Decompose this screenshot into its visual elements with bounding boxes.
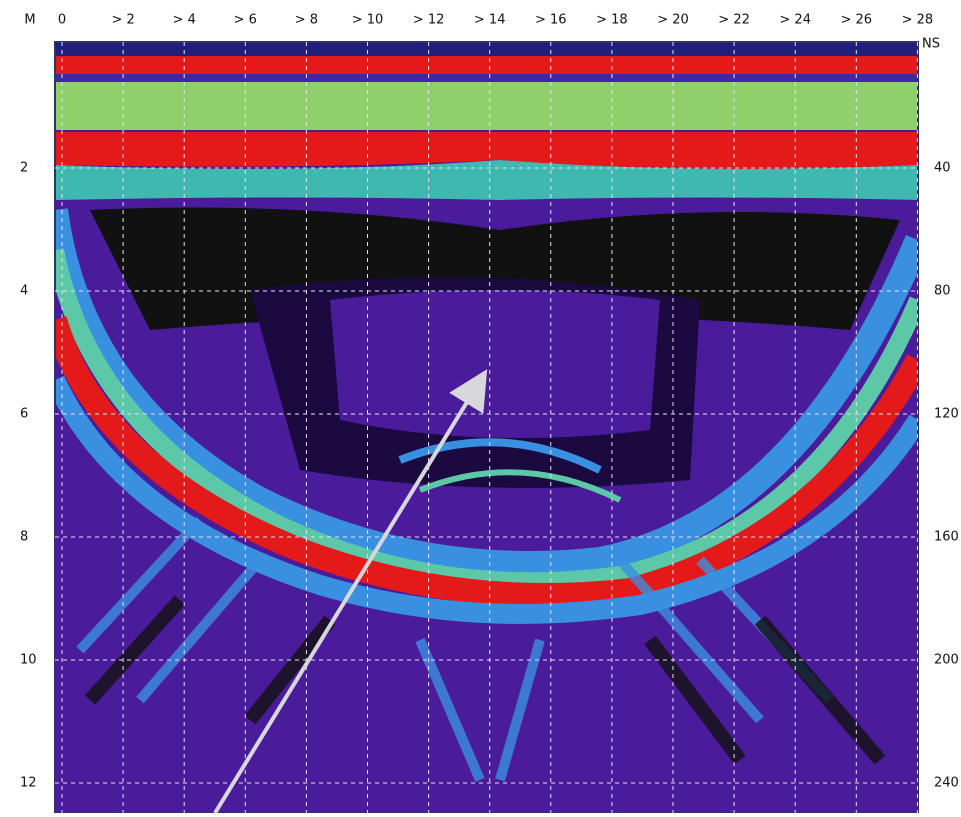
right-axis-label: 200 bbox=[934, 653, 959, 668]
top-axis-label: > 26 bbox=[841, 13, 873, 28]
left-axis-label: 6 bbox=[20, 407, 28, 422]
top-axis-label: > 14 bbox=[474, 13, 506, 28]
right-axis-label: 120 bbox=[934, 407, 959, 422]
right-axis-label: 40 bbox=[934, 161, 951, 176]
top-axis-label: > 8 bbox=[295, 13, 318, 28]
left-axis-unit: M bbox=[24, 13, 35, 28]
top-axis-label: > 22 bbox=[718, 13, 750, 28]
top-axis-label: 0 bbox=[58, 13, 66, 28]
right-axis-label: 240 bbox=[934, 776, 959, 791]
left-axis-label: 8 bbox=[20, 530, 28, 545]
right-axis-label: 160 bbox=[934, 530, 959, 545]
radargram-view: M NS 0 > 2 > 4 > 6 > 8 > 10 > 12 > 14 > 16 > 18 > … bbox=[0, 0, 961, 813]
top-axis-label: > 24 bbox=[779, 13, 811, 28]
top-axis-label: > 6 bbox=[234, 13, 257, 28]
left-axis-label: 12 bbox=[20, 776, 37, 791]
left-axis-label: 2 bbox=[20, 161, 28, 176]
top-axis-label: > 16 bbox=[535, 13, 567, 28]
right-axis-unit: NS bbox=[922, 37, 940, 52]
left-axis-label: 4 bbox=[20, 284, 28, 299]
top-axis-label: > 10 bbox=[352, 13, 384, 28]
top-axis-label: > 28 bbox=[902, 13, 934, 28]
right-axis-label: 80 bbox=[934, 284, 951, 299]
top-axis-label: > 20 bbox=[657, 13, 689, 28]
top-axis-label: > 12 bbox=[413, 13, 445, 28]
top-axis-label: > 2 bbox=[111, 13, 134, 28]
top-axis-label: > 4 bbox=[173, 13, 196, 28]
page: M NS 0 > 2 > 4 > 6 > 8 > 10 > 12 > 14 > 16 > 18 > … bbox=[0, 0, 961, 813]
top-axis-label: > 18 bbox=[596, 13, 628, 28]
left-axis-label: 10 bbox=[20, 653, 37, 668]
